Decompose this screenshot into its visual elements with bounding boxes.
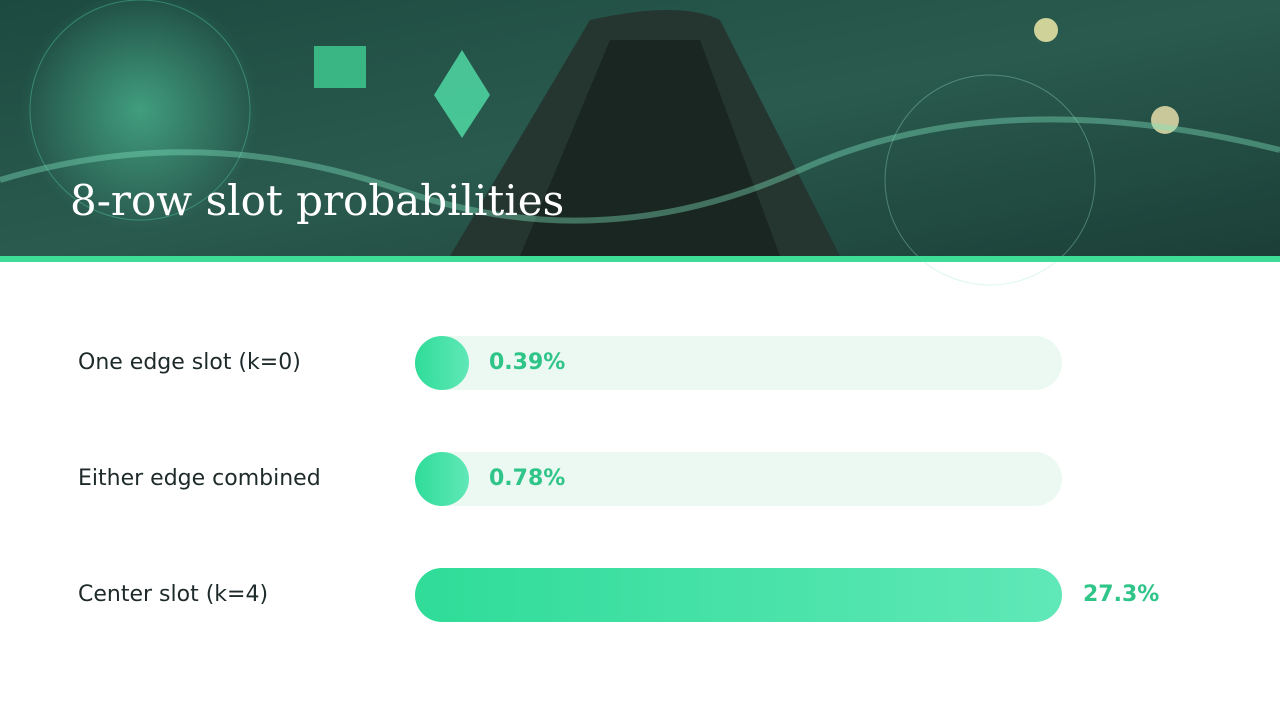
value-label: 27.3% (1083, 582, 1159, 607)
value-label: 0.78% (489, 466, 565, 491)
chart-title: 8-row slot probabilities (70, 176, 564, 225)
bar-track (415, 336, 1062, 390)
bar (415, 568, 1062, 622)
category-label: Center slot (k=4) (78, 582, 268, 607)
category-label: One edge slot (k=0) (78, 350, 301, 375)
header-banner (0, 0, 1280, 286)
value-label: 0.39% (489, 350, 565, 375)
bar-track (415, 452, 1062, 506)
category-label: Either edge combined (78, 466, 321, 491)
bar (415, 336, 469, 390)
bar (415, 452, 469, 506)
